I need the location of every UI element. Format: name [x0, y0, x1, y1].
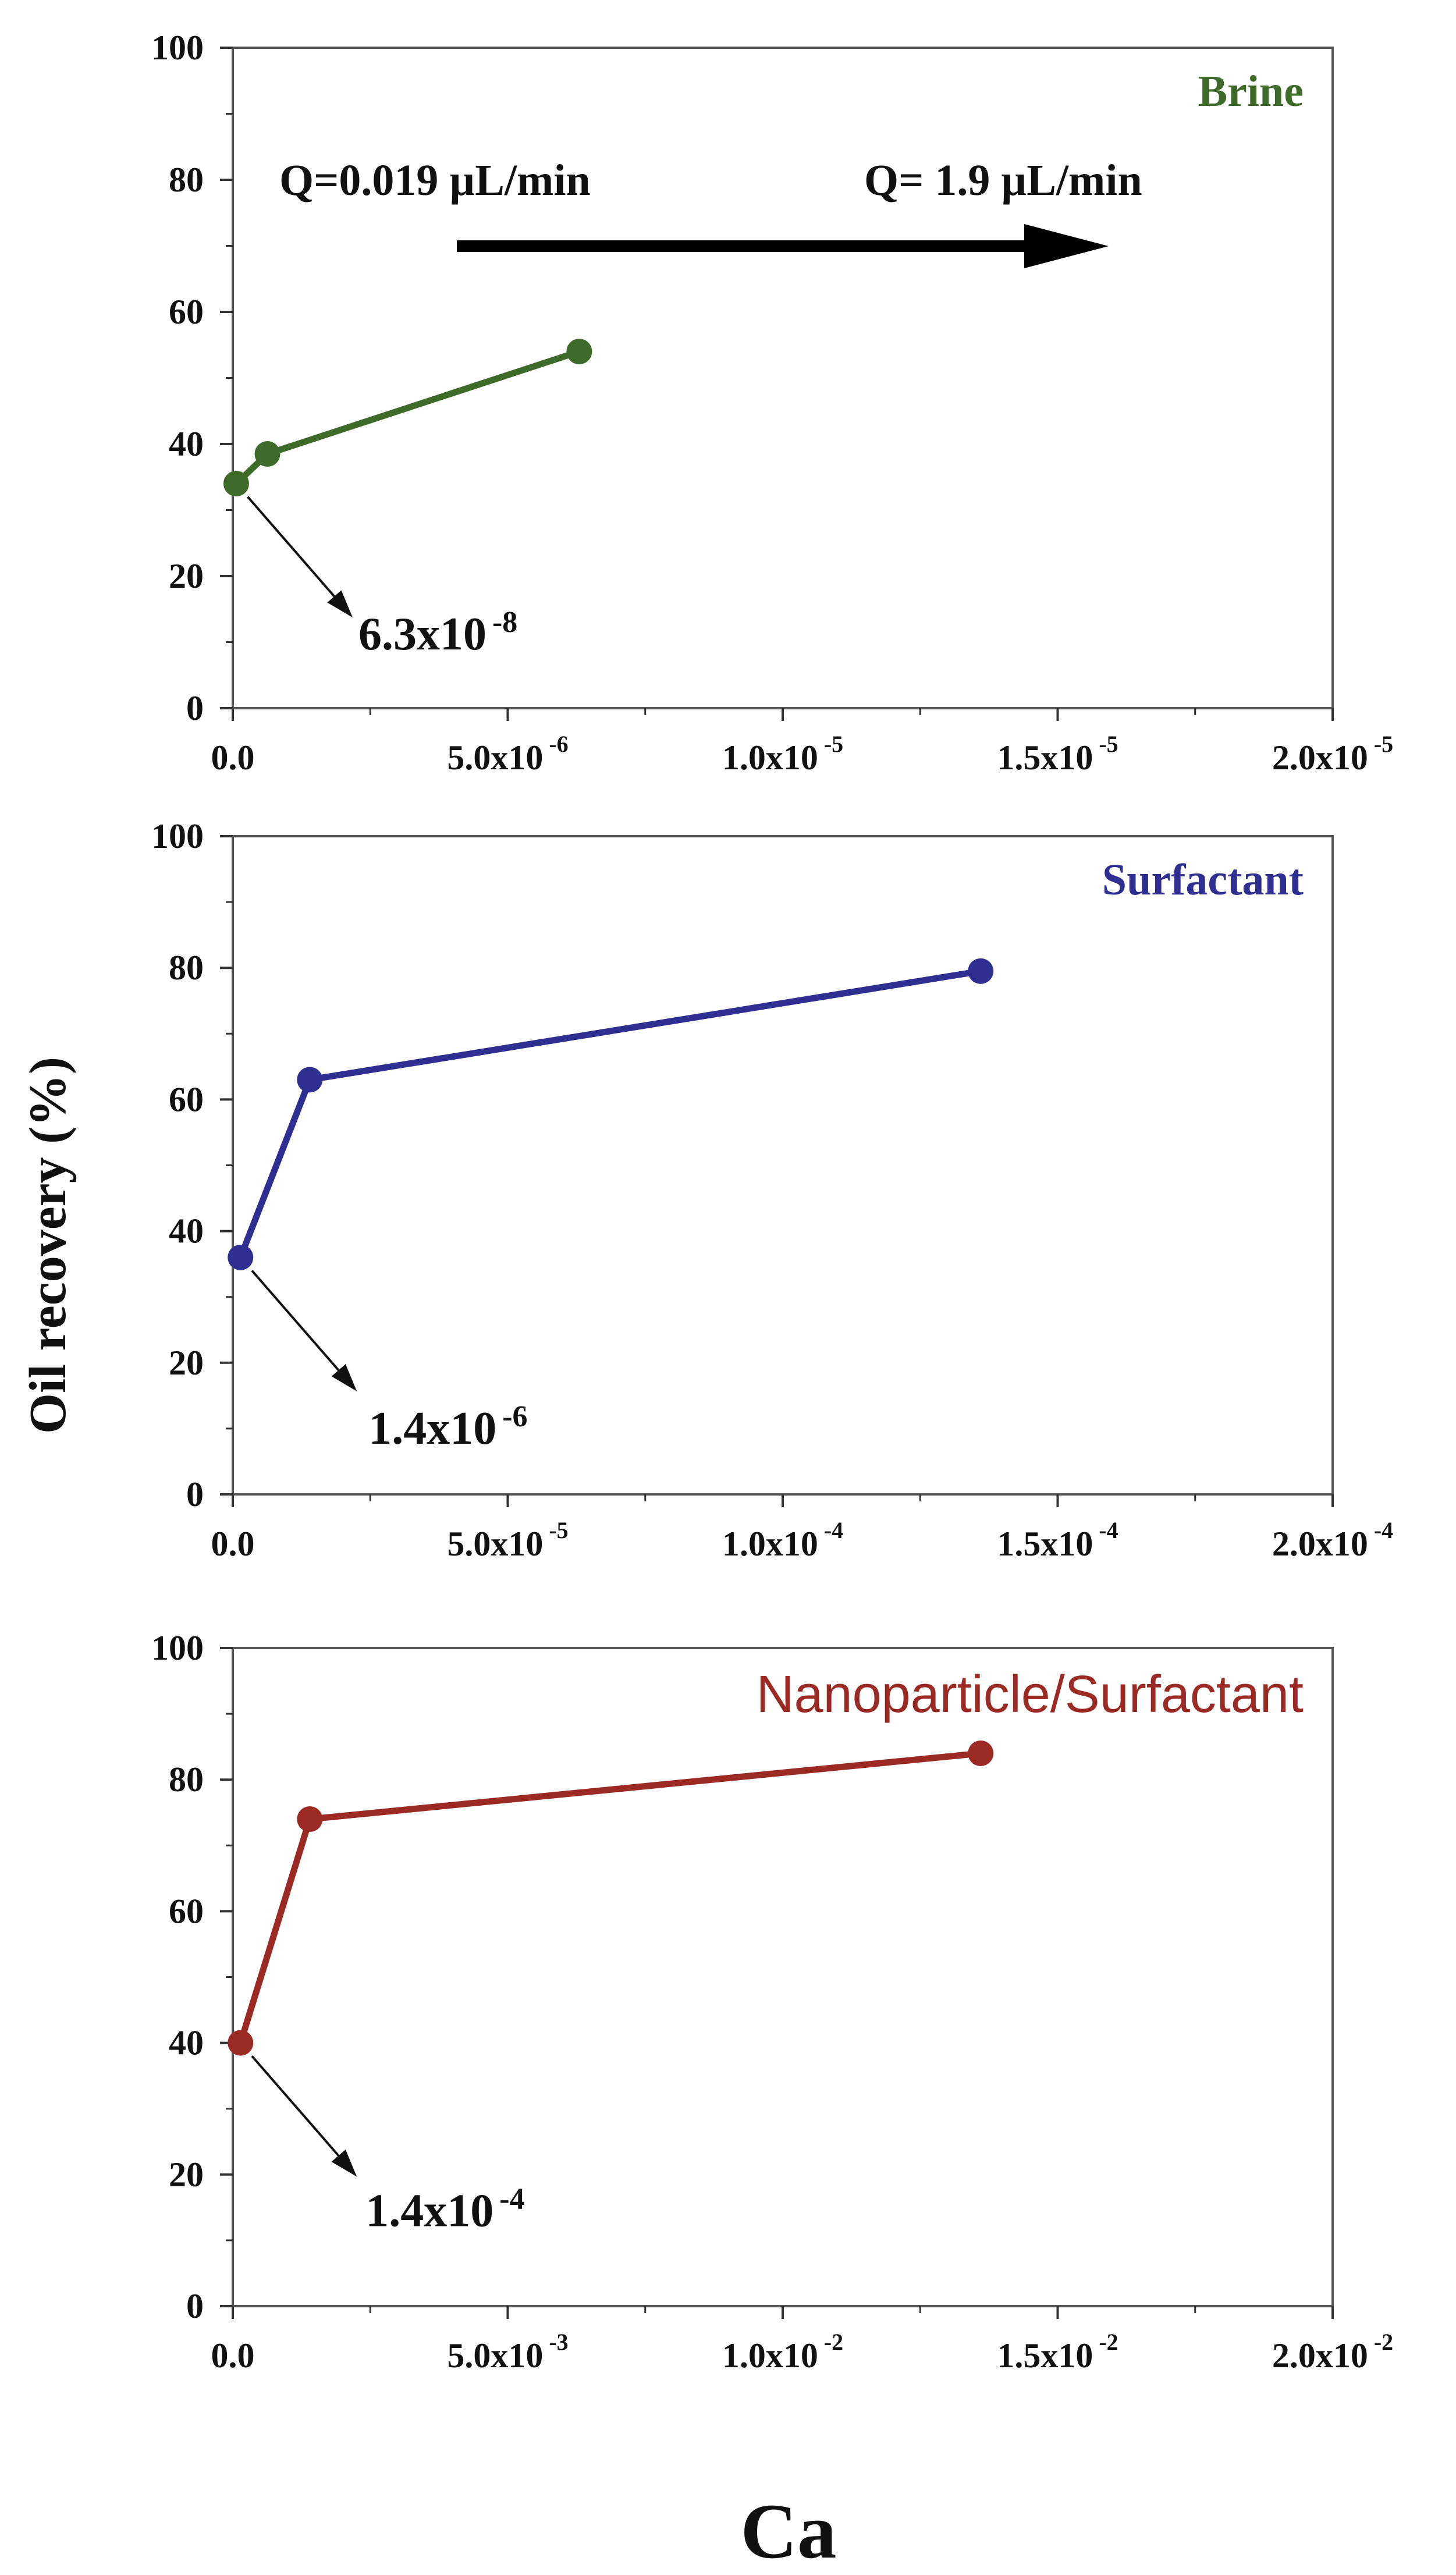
y-tick-label: 0 [186, 689, 204, 727]
data-point [223, 471, 249, 497]
annotation-arrow [251, 2055, 347, 2165]
data-point [968, 1740, 994, 1766]
x-tick-label: 1.5x10 -5 [997, 731, 1118, 777]
x-tick-label: 0.0 [211, 1525, 255, 1563]
plot-frame [232, 835, 1334, 1496]
annotation-label: 6.3x10 -8 [358, 606, 517, 660]
y-tick-label: 100 [151, 29, 204, 67]
data-point [297, 1806, 323, 1832]
x-tick-label: 1.0x10 -2 [722, 2329, 843, 2375]
panel-2: 0 20 40 60 80 100 0.0 5.0x10 -5 1.0x10 -4 1.5x10 -4 2… [151, 817, 1393, 1563]
panel-title: Nanoparticle/Surfactant [756, 1665, 1304, 1724]
y-axis-label: Oil recovery (%) [19, 1057, 77, 1434]
x-tick-label: 0.0 [211, 2336, 255, 2375]
annotation-arrow [251, 1270, 347, 1379]
y-tick-label: 60 [169, 293, 204, 331]
x-tick-label: 1.5x10 -4 [997, 1517, 1118, 1563]
flow-rate-high-label: Q= 1.9 µL/min [864, 156, 1142, 205]
annotation-label: 1.4x10 -4 [365, 2183, 524, 2237]
series-line [234, 348, 581, 486]
annotation-arrow [247, 496, 342, 605]
flow-rate-low-label: Q=0.019 µL/min [279, 156, 591, 205]
annotation-arrowhead [331, 2149, 357, 2177]
y-tick-label: 100 [151, 817, 204, 855]
panel-title: Brine [1198, 67, 1304, 116]
annotation-label: 1.4x10 -6 [368, 1400, 527, 1454]
y-tick-label: 40 [169, 2024, 204, 2062]
x-axis-label: Ca [741, 2488, 837, 2575]
x-tick-label: 0.0 [211, 738, 255, 777]
y-tick-label: 0 [186, 2287, 204, 2325]
y-tick-label: 20 [169, 2155, 204, 2194]
series-line [237, 1750, 981, 2044]
y-tick-label: 80 [169, 949, 204, 987]
x-tick-label: 1.0x10 -4 [722, 1517, 843, 1563]
y-tick-label: 60 [169, 1892, 204, 1930]
data-point [228, 1244, 254, 1270]
y-tick-label: 60 [169, 1080, 204, 1118]
x-tick-label: 5.0x10 -6 [447, 731, 568, 777]
panel-3: 0 20 40 60 80 100 0.0 5.0x10 -3 1.0x10 -2 1.5x10 -2 2… [151, 1629, 1393, 2375]
x-tick-label: 2.0x10 -4 [1272, 1517, 1393, 1563]
panel-title: Surfactant [1102, 855, 1304, 904]
annotation-arrowhead [331, 1364, 357, 1391]
y-tick-label: 80 [169, 161, 204, 199]
y-tick-label: 100 [151, 1629, 204, 1667]
y-tick-label: 80 [169, 1760, 204, 1799]
series-line [237, 968, 982, 1259]
data-point [566, 339, 592, 365]
x-tick-label: 5.0x10 -3 [447, 2329, 568, 2375]
panel-1: 0 20 40 60 80 100 0.0 5.0x10 -6 1.0x10 -5 1.5x10 -5 2… [151, 29, 1393, 777]
x-tick-label: 2.0x10 -5 [1272, 731, 1393, 777]
x-tick-label: 2.0x10 -2 [1272, 2329, 1393, 2375]
data-point [297, 1067, 323, 1093]
annotation-arrowhead [327, 590, 353, 618]
y-tick-label: 20 [169, 1344, 204, 1382]
x-tick-label: 1.5x10 -2 [997, 2329, 1118, 2375]
data-point [254, 441, 280, 467]
y-tick-label: 40 [169, 1212, 204, 1251]
flow-arrow-head [1024, 224, 1109, 268]
data-point [968, 958, 994, 984]
x-tick-label: 1.0x10 -5 [722, 731, 843, 777]
y-tick-label: 40 [169, 425, 204, 463]
y-tick-label: 20 [169, 557, 204, 595]
x-tick-label: 5.0x10 -5 [447, 1517, 568, 1563]
data-point [228, 2030, 254, 2056]
y-tick-label: 0 [186, 1475, 204, 1514]
